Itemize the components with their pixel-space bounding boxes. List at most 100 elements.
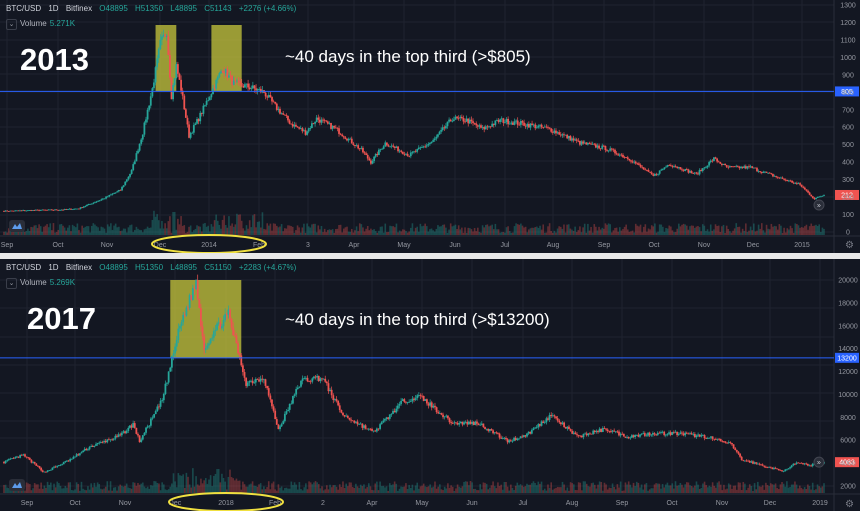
volume-bar <box>512 232 514 235</box>
scroll-right-icon <box>813 456 825 468</box>
candle-body <box>52 210 55 211</box>
volume-bar <box>186 231 189 235</box>
chevron-down-icon[interactable]: ⌄ <box>6 19 17 30</box>
chart-panel-2013[interactable]: 805 212» 0 100 200 300 400 500 600 700 800 900 1000 1… <box>0 0 860 253</box>
gear-icon[interactable]: ⚙ <box>845 499 854 510</box>
candle-body <box>587 433 590 436</box>
candle-body <box>317 375 320 382</box>
candle-body <box>633 161 636 163</box>
candle-body <box>388 414 391 419</box>
candle-body <box>188 295 191 308</box>
gear-icon[interactable]: ⚙ <box>845 240 854 251</box>
candle-body <box>417 147 420 150</box>
volume-bar <box>403 486 406 493</box>
interval-label[interactable]: 1D <box>48 263 59 272</box>
volume-bar <box>600 482 603 493</box>
volume-bar <box>796 223 798 235</box>
candle-body <box>638 163 640 165</box>
volume-value: 5.271K <box>49 19 76 28</box>
volume-bar <box>470 229 473 235</box>
candle-body <box>354 421 357 423</box>
x-tick-label: Jul <box>501 242 510 249</box>
volume-bar <box>64 486 67 493</box>
chevron-down-icon[interactable]: ⌄ <box>6 278 17 289</box>
candle-body <box>162 34 165 37</box>
volume-bar <box>442 490 444 493</box>
candle-body <box>794 182 797 184</box>
volume-bar <box>285 487 288 493</box>
tradingview-logo[interactable] <box>9 479 25 491</box>
volume-bar <box>207 225 210 235</box>
candle-body <box>567 135 570 139</box>
volume-bar <box>472 488 475 493</box>
volume-bar <box>95 486 97 493</box>
volume-bar <box>642 489 645 493</box>
candle-body <box>419 147 422 149</box>
candle-body <box>215 79 218 89</box>
volume-bar <box>87 486 89 493</box>
candle-body <box>441 127 444 131</box>
candle-body <box>319 378 322 382</box>
volume-bar <box>460 487 462 493</box>
candle-body <box>778 177 781 179</box>
candle-body <box>259 378 262 382</box>
candle-body <box>266 96 269 98</box>
volume-bar <box>611 232 613 235</box>
volume-bar <box>159 228 162 235</box>
candle-body <box>606 150 608 151</box>
candle-body <box>103 440 105 443</box>
volume-bar <box>121 230 123 235</box>
candle-body <box>371 160 374 164</box>
chart-canvas-2017[interactable]: 132004083»200040006000800010000120001400… <box>0 259 860 511</box>
volume-bar <box>408 231 411 235</box>
candle-body <box>374 153 377 157</box>
candle-body <box>577 140 580 142</box>
candle-body <box>744 460 746 462</box>
candle-body <box>631 435 633 438</box>
volume-bar <box>103 228 106 235</box>
chart-panel-2017[interactable]: 13200 4083» 2000 4000 6000 8000 10000 12000 1400… <box>0 259 860 511</box>
candle-body <box>763 465 766 467</box>
candle-body <box>800 184 803 187</box>
volume-bar <box>344 227 347 235</box>
candle-body <box>488 429 491 431</box>
candle-body <box>183 95 186 110</box>
volume-bar <box>164 223 166 235</box>
candle-body <box>668 432 670 434</box>
candle-body <box>589 433 591 435</box>
volume-bar <box>380 486 383 493</box>
volume-bar <box>752 490 754 493</box>
candle-body <box>360 147 363 149</box>
volume-bar <box>205 226 208 235</box>
volume-bar <box>61 488 63 493</box>
volume-bar <box>55 231 58 235</box>
candle-body <box>356 421 359 425</box>
candle-body <box>666 165 669 167</box>
candle-body <box>12 458 15 460</box>
candle-body <box>158 406 160 408</box>
volume-bar <box>59 485 62 493</box>
volume-bar <box>587 486 590 493</box>
volume-bar <box>670 226 672 235</box>
volume-bar <box>28 231 31 235</box>
y-tick-label: 600 <box>842 125 854 132</box>
symbol-label[interactable]: BTC/USD <box>6 4 42 13</box>
volume-bar <box>91 487 94 493</box>
volume-bar <box>485 483 488 493</box>
volume-bar <box>742 481 745 493</box>
volume-bar <box>647 228 650 235</box>
chart-canvas-2013[interactable]: 805212»010020030040050060070080090010001… <box>0 0 860 253</box>
volume-bar <box>384 223 387 235</box>
tradingview-logo[interactable] <box>9 220 25 232</box>
volume-bar <box>140 483 143 493</box>
volume-bar <box>266 487 268 493</box>
candle-body <box>776 176 779 178</box>
volume-bar <box>595 226 597 235</box>
interval-label[interactable]: 1D <box>48 4 59 13</box>
symbol-label[interactable]: BTC/USD <box>6 263 42 272</box>
candle-body <box>196 119 198 124</box>
volume-bar <box>369 486 372 493</box>
volume-bar <box>450 485 452 493</box>
volume-bar <box>320 226 323 235</box>
candle-body <box>501 438 504 440</box>
